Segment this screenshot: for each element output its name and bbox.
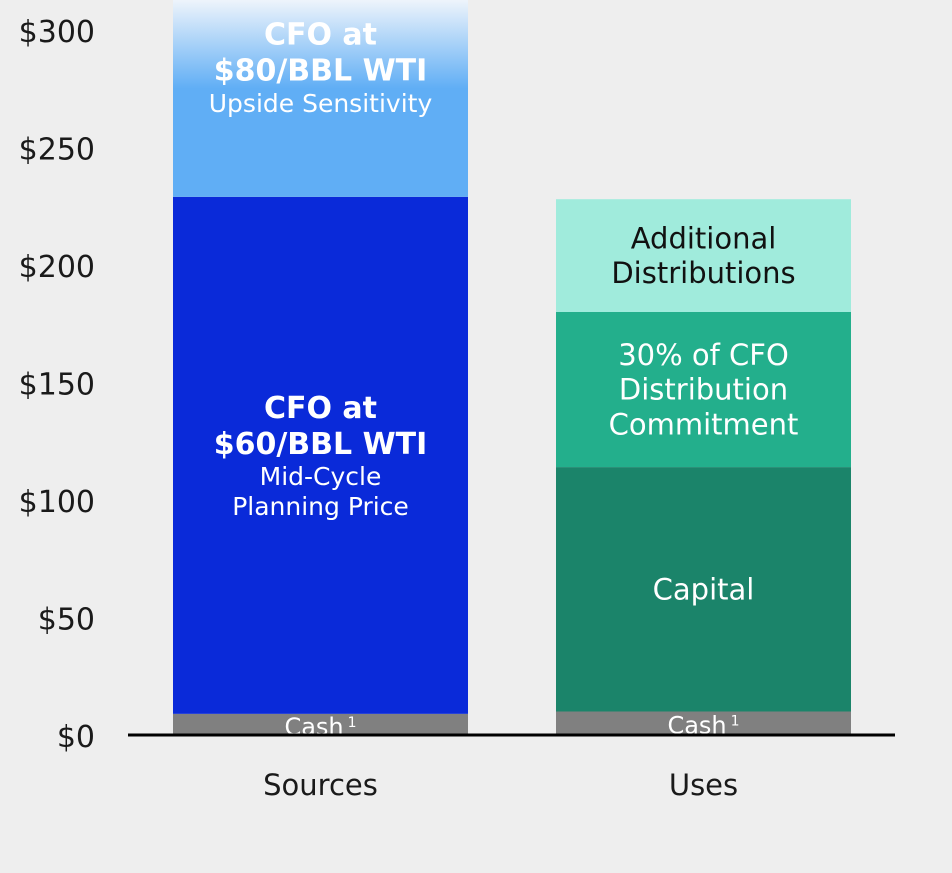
- segment-cash: [173, 713, 468, 735]
- segment-capital: [556, 467, 851, 712]
- segment-label-distribution-commitment: 30% of CFO: [618, 338, 789, 372]
- segment-label-distribution-commitment: Commitment: [609, 408, 799, 442]
- segment-label-additional-distributions: Additional: [631, 221, 777, 255]
- y-tick-label: $100: [19, 485, 95, 520]
- y-tick-label: $300: [19, 15, 95, 50]
- segment-label-distribution-commitment: Distribution: [619, 373, 788, 407]
- segment-label-additional-distributions: Distributions: [611, 256, 795, 290]
- segment-cfo-80: [173, 0, 468, 197]
- segment-label-cfo-60: CFO at: [264, 391, 377, 426]
- y-tick-label: $200: [19, 250, 95, 285]
- y-tick-label: $150: [19, 368, 95, 403]
- x-axis: Sources Uses: [128, 733, 895, 802]
- y-tick-label: $0: [57, 720, 95, 755]
- segment-label-capital: Capital: [653, 572, 755, 606]
- bar-uses: [556, 199, 851, 735]
- bar-sources: [173, 0, 468, 735]
- segment-distribution-commitment: [556, 312, 851, 468]
- segment-additional-distributions: [556, 199, 851, 312]
- segment-label-cfo-80: $80/BBL WTI: [214, 54, 428, 89]
- segment-cash: [556, 711, 851, 735]
- segment-label-cfo-80: Upside Sensitivity: [209, 89, 433, 118]
- y-axis: $0 $50 $100 $150 $200 $250 $300: [19, 15, 95, 755]
- y-tick-label: $250: [19, 133, 95, 168]
- y-tick-label: $50: [38, 603, 95, 638]
- x-tick-label: Sources: [263, 768, 378, 802]
- segment-label-cfo-80: CFO at: [264, 18, 377, 53]
- segment-label-cfo-60: $60/BBL WTI: [214, 427, 428, 462]
- segment-cfo-60: [173, 196, 468, 714]
- segment-label-cfo-60: Planning Price: [232, 492, 409, 521]
- x-tick-label: Uses: [669, 768, 738, 802]
- segment-label-cfo-60: Mid-Cycle: [260, 462, 382, 491]
